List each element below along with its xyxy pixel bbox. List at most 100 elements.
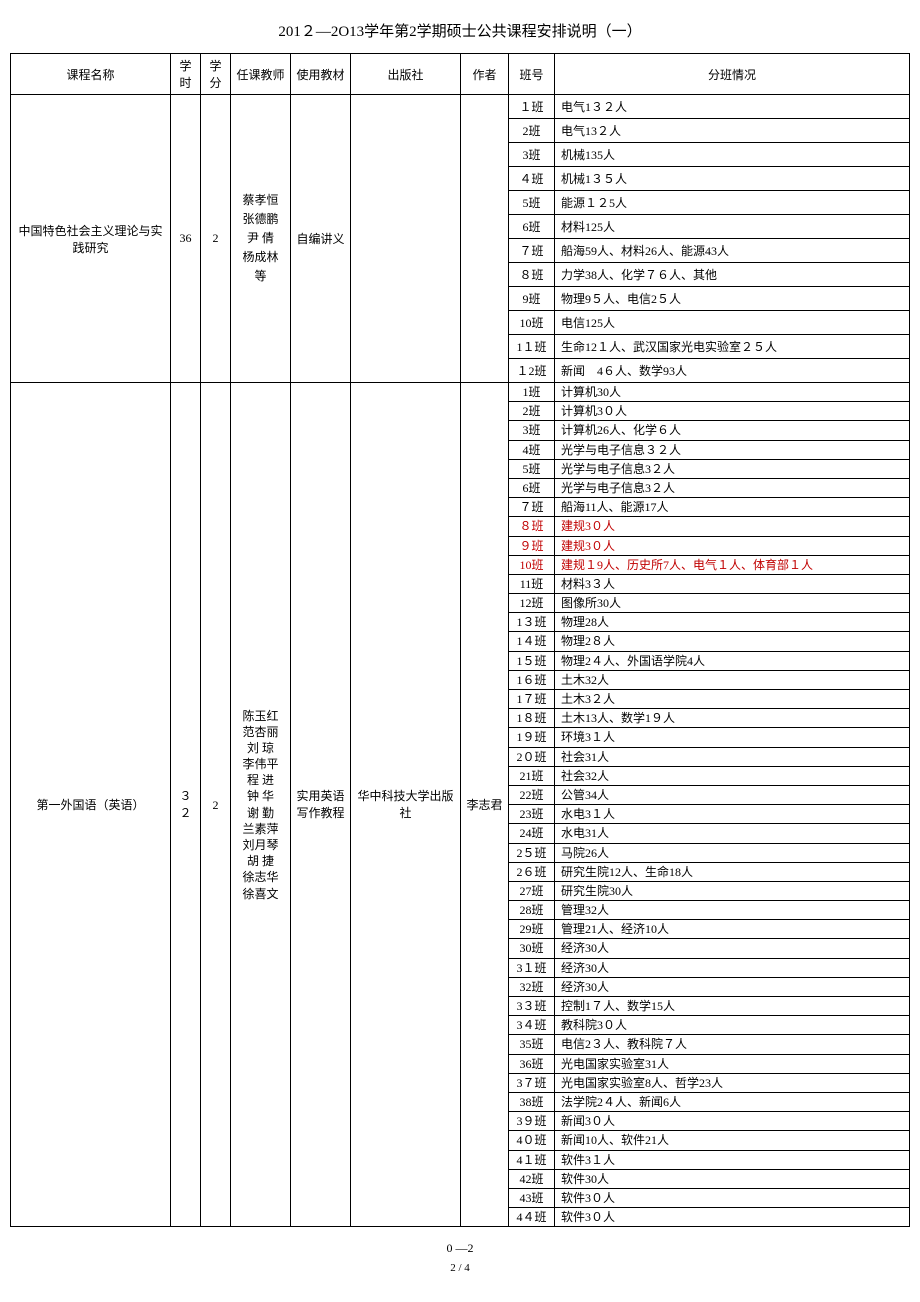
class-no: 6班 xyxy=(509,215,555,239)
class-info: 法学院2４人、新闻6人 xyxy=(555,1092,910,1111)
col-classno: 班号 xyxy=(509,54,555,95)
class-no: 12班 xyxy=(509,594,555,613)
course-publisher xyxy=(351,95,461,383)
class-no: 3７班 xyxy=(509,1073,555,1092)
class-info: 软件3１人 xyxy=(555,1150,910,1169)
class-no: 9班 xyxy=(509,287,555,311)
class-info: 电信125人 xyxy=(555,311,910,335)
class-info: 光电国家实验室8人、哲学23人 xyxy=(555,1073,910,1092)
class-info: 电气13２人 xyxy=(555,119,910,143)
class-no: 23班 xyxy=(509,805,555,824)
class-no: 21班 xyxy=(509,766,555,785)
class-info: 水电31人 xyxy=(555,824,910,843)
course-book: 实用英语写作教程 xyxy=(291,383,351,1227)
course-hours: ３２ xyxy=(171,383,201,1227)
class-no: 42班 xyxy=(509,1169,555,1188)
class-no: 1７班 xyxy=(509,690,555,709)
class-no: 32班 xyxy=(509,977,555,996)
class-no: 43班 xyxy=(509,1188,555,1207)
class-no: ７班 xyxy=(509,239,555,263)
course-credit: 2 xyxy=(201,383,231,1227)
class-info: 建规3０人 xyxy=(555,517,910,536)
course-name: 第一外国语（英语） xyxy=(11,383,171,1227)
class-no: 2０班 xyxy=(509,747,555,766)
class-no: 10班 xyxy=(509,555,555,574)
course-teachers: 蔡孝恒张德鹏尹 倩杨成林等 xyxy=(231,95,291,383)
course-author xyxy=(461,95,509,383)
class-info: 经济30人 xyxy=(555,977,910,996)
course-teachers: 陈玉红范杏丽刘 琼李伟平程 进钟 华谢 勤兰素萍刘月琴胡 捷徐志华徐喜文 xyxy=(231,383,291,1227)
course-hours: 36 xyxy=(171,95,201,383)
class-no: 1９班 xyxy=(509,728,555,747)
class-info: 材料125人 xyxy=(555,215,910,239)
class-info: 机械1３５人 xyxy=(555,167,910,191)
class-no: 3班 xyxy=(509,421,555,440)
class-no: 4班 xyxy=(509,440,555,459)
course-publisher: 华中科技大学出版社 xyxy=(351,383,461,1227)
course-book: 自编讲义 xyxy=(291,95,351,383)
class-no: 1班 xyxy=(509,383,555,402)
class-no: 1８班 xyxy=(509,709,555,728)
class-info: 研究生院12人、生命18人 xyxy=(555,862,910,881)
class-info: 船海59人、材料26人、能源43人 xyxy=(555,239,910,263)
class-info: 生命12１人、武汉国家光电实验室２５人 xyxy=(555,335,910,359)
class-no: 38班 xyxy=(509,1092,555,1111)
class-info: 公管34人 xyxy=(555,785,910,804)
col-author: 作者 xyxy=(461,54,509,95)
class-no: 6班 xyxy=(509,478,555,497)
class-info: 马院26人 xyxy=(555,843,910,862)
class-no: 4１班 xyxy=(509,1150,555,1169)
schedule-table: 课程名称 学时 学分 任课教师 使用教材 出版社 作者 班号 分班情况 中国特色… xyxy=(10,53,910,1227)
class-no: ９班 xyxy=(509,536,555,555)
footer-page-range: 0 —2 xyxy=(10,1241,910,1256)
class-info: 光电国家实验室31人 xyxy=(555,1054,910,1073)
class-info: 经济30人 xyxy=(555,939,910,958)
class-info: 社会31人 xyxy=(555,747,910,766)
class-info: 能源１２5人 xyxy=(555,191,910,215)
class-info: 光学与电子信息3２人 xyxy=(555,478,910,497)
class-info: 计算机3０人 xyxy=(555,402,910,421)
table-row: 第一外国语（英语）３２2陈玉红范杏丽刘 琼李伟平程 进钟 华谢 勤兰素萍刘月琴胡… xyxy=(11,383,910,402)
class-info: 管理21人、经济10人 xyxy=(555,920,910,939)
class-no: 36班 xyxy=(509,1054,555,1073)
class-info: 教科院3０人 xyxy=(555,1016,910,1035)
table-row: 中国特色社会主义理论与实践研究362蔡孝恒张德鹏尹 倩杨成林等自编讲义１班电气1… xyxy=(11,95,910,119)
class-info: 图像所30人 xyxy=(555,594,910,613)
class-no: 2班 xyxy=(509,119,555,143)
class-no: 29班 xyxy=(509,920,555,939)
col-book: 使用教材 xyxy=(291,54,351,95)
class-info: 船海11人、能源17人 xyxy=(555,498,910,517)
class-no: 3班 xyxy=(509,143,555,167)
col-name: 课程名称 xyxy=(11,54,171,95)
course-credit: 2 xyxy=(201,95,231,383)
class-info: 经济30人 xyxy=(555,958,910,977)
class-info: 土木3２人 xyxy=(555,690,910,709)
class-no: 22班 xyxy=(509,785,555,804)
class-no: 1６班 xyxy=(509,670,555,689)
class-info: 光学与电子信息3２人 xyxy=(555,459,910,478)
class-info: 光学与电子信息３２人 xyxy=(555,440,910,459)
class-info: 新闻3０人 xyxy=(555,1112,910,1131)
class-no: １班 xyxy=(509,95,555,119)
class-no: 3１班 xyxy=(509,958,555,977)
class-no: ４班 xyxy=(509,167,555,191)
class-info: 建规１9人、历史所7人、电气１人、体育部１人 xyxy=(555,555,910,574)
class-no: ８班 xyxy=(509,517,555,536)
class-info: 研究生院30人 xyxy=(555,881,910,900)
class-no: 24班 xyxy=(509,824,555,843)
class-no: 1５班 xyxy=(509,651,555,670)
class-info: 力学38人、化学７６人、其他 xyxy=(555,263,910,287)
class-no: 5班 xyxy=(509,459,555,478)
col-credit: 学分 xyxy=(201,54,231,95)
class-info: 管理32人 xyxy=(555,901,910,920)
page-title: 201２—2О13学年第2学期硕士公共课程安排说明（一） xyxy=(10,20,910,41)
class-no: 35班 xyxy=(509,1035,555,1054)
class-no: 3９班 xyxy=(509,1112,555,1131)
class-no: 30班 xyxy=(509,939,555,958)
class-no: ８班 xyxy=(509,263,555,287)
footer-page-number: 2 / 4 xyxy=(10,1262,910,1274)
class-no: 5班 xyxy=(509,191,555,215)
class-info: 土木32人 xyxy=(555,670,910,689)
class-no: 2５班 xyxy=(509,843,555,862)
class-no: 10班 xyxy=(509,311,555,335)
